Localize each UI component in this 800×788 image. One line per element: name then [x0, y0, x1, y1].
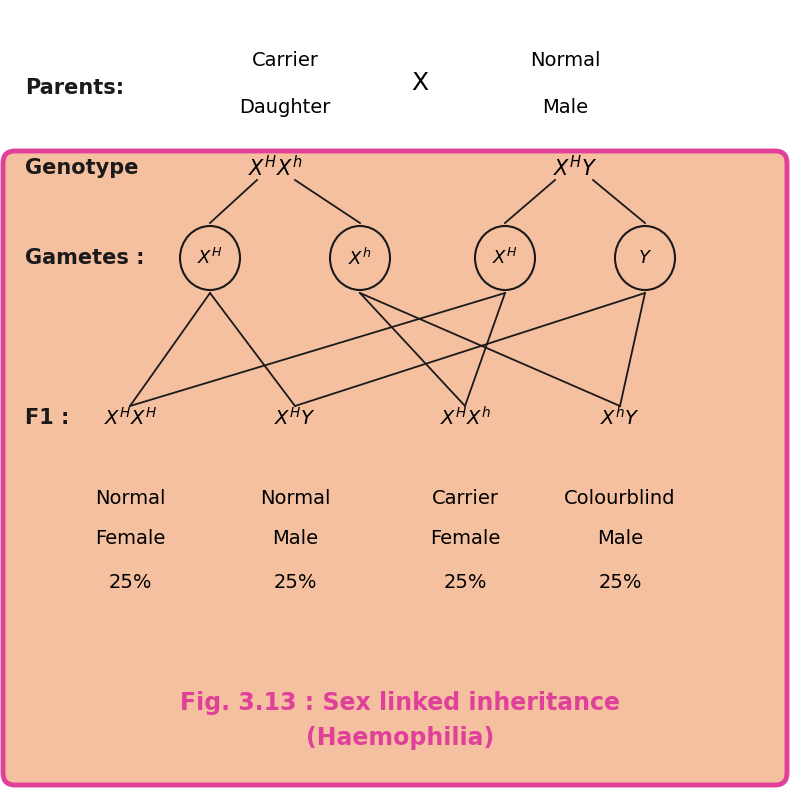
Text: $X^HY$: $X^HY$	[553, 155, 598, 180]
Text: $Y$: $Y$	[638, 249, 652, 267]
Text: $X^HX^h$: $X^HX^h$	[440, 407, 490, 429]
Text: 25%: 25%	[598, 574, 642, 593]
Text: Normal: Normal	[530, 51, 600, 70]
Text: Normal: Normal	[94, 489, 166, 507]
FancyBboxPatch shape	[3, 151, 787, 785]
Text: Normal: Normal	[260, 489, 330, 507]
Text: F1 :: F1 :	[25, 408, 70, 428]
Text: Male: Male	[542, 98, 588, 117]
Text: Female: Female	[95, 529, 165, 548]
Ellipse shape	[180, 226, 240, 290]
Text: Parents:: Parents:	[25, 78, 124, 98]
Text: $X^h$: $X^h$	[348, 247, 372, 269]
Text: Colourblind: Colourblind	[564, 489, 676, 507]
Text: Fig. 3.13 : Sex linked inheritance: Fig. 3.13 : Sex linked inheritance	[180, 691, 620, 715]
Text: Gametes :: Gametes :	[25, 248, 145, 268]
Text: $X^HY$: $X^HY$	[274, 407, 316, 429]
Text: Genotype: Genotype	[25, 158, 138, 178]
Text: $X^HX^H$: $X^HX^H$	[103, 407, 157, 429]
Ellipse shape	[330, 226, 390, 290]
Text: Male: Male	[272, 529, 318, 548]
Text: Male: Male	[597, 529, 643, 548]
Text: $X^H$: $X^H$	[198, 248, 222, 268]
Ellipse shape	[475, 226, 535, 290]
Ellipse shape	[615, 226, 675, 290]
Text: Carrier: Carrier	[251, 51, 318, 70]
Text: (Haemophilia): (Haemophilia)	[306, 726, 494, 750]
Text: 25%: 25%	[443, 574, 486, 593]
Text: $X^hY$: $X^hY$	[600, 407, 640, 429]
Text: $X^H$: $X^H$	[492, 248, 518, 268]
Text: $X^HX^h$: $X^HX^h$	[248, 155, 302, 180]
Text: Carrier: Carrier	[431, 489, 498, 507]
Text: Female: Female	[430, 529, 500, 548]
Text: 25%: 25%	[108, 574, 152, 593]
Text: X: X	[411, 71, 429, 95]
Text: 25%: 25%	[274, 574, 317, 593]
Text: Daughter: Daughter	[239, 98, 330, 117]
